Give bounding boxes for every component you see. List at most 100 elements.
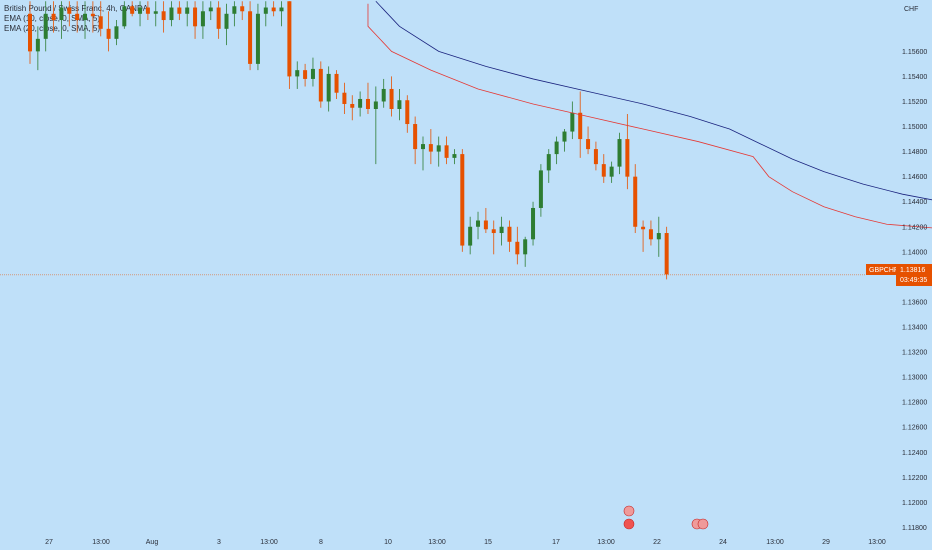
candle [586, 126, 591, 155]
candle [664, 226, 669, 280]
candle [570, 101, 575, 140]
candle-body [373, 101, 378, 109]
candle [255, 3, 260, 71]
price-tick-label: 1.12000 [902, 500, 927, 507]
candle-body [656, 233, 661, 240]
candle-body [538, 170, 543, 208]
candle-body [358, 98, 363, 108]
candle-body [350, 103, 355, 108]
price-tag-text: 1.13816 [900, 267, 925, 274]
candle-body [365, 98, 370, 109]
time-tick-label: 8 [319, 539, 323, 546]
candle-body [153, 11, 158, 14]
candle [562, 129, 567, 152]
candle-body [523, 239, 528, 255]
candle [106, 11, 111, 52]
price-tick-label: 1.12400 [902, 450, 927, 457]
candle [656, 216, 661, 257]
time-tick-label: Aug [146, 539, 159, 546]
price-tick-label: 1.15000 [902, 124, 927, 131]
candle [169, 1, 174, 27]
event-marker-icon[interactable] [623, 505, 635, 517]
time-tick-label: 13:00 [428, 539, 446, 546]
candle [177, 1, 182, 21]
candle-body [664, 233, 669, 275]
candle-body [90, 13, 95, 17]
candle [531, 201, 536, 246]
candle [130, 1, 135, 17]
candle [138, 1, 143, 27]
candle-body [208, 7, 213, 12]
candle-body [122, 6, 127, 27]
candle-body [342, 92, 347, 104]
candle [326, 66, 331, 112]
time-axis: 27 13:00 Aug 3 13:00 8 10 13:00 15 17 13:00 22 24 13:… [45, 539, 886, 546]
candle [208, 1, 213, 21]
candle-body [240, 6, 245, 12]
candle [279, 1, 284, 27]
current-price-tag[interactable]: GBPCHF 1.13816 03:49:35 [866, 264, 932, 286]
candle-body [35, 38, 40, 52]
time-tick-label: 22 [653, 539, 661, 546]
candle-body [334, 73, 339, 93]
price-tick-label: 1.15400 [902, 74, 927, 81]
time-tick-label: 29 [822, 539, 830, 546]
candle [515, 226, 520, 265]
candle [232, 1, 237, 27]
candle-body [224, 13, 229, 29]
candle-body [546, 154, 551, 171]
candle-body [570, 112, 575, 132]
price-tick-label: 1.12200 [902, 475, 927, 482]
legend-ema-slow: EMA (20, close, 0, SMA, 5) [4, 24, 101, 33]
candle-body [648, 229, 653, 240]
candle [444, 136, 449, 165]
candle-body [460, 154, 465, 246]
legend-symbol: British Pound / Swiss Franc, 4h, OANDA [4, 4, 149, 13]
candle-body [593, 149, 598, 165]
candle-body [476, 220, 481, 227]
event-markers[interactable] [623, 505, 709, 530]
candle [593, 141, 598, 171]
candle-body [452, 154, 457, 158]
candle-body [617, 139, 622, 167]
candle [483, 207, 488, 234]
candle-body [185, 7, 190, 14]
candle-body [413, 124, 418, 150]
price-tick-label: 1.11800 [902, 525, 927, 532]
candle-body [83, 13, 88, 21]
candle [153, 1, 158, 27]
candle [373, 86, 378, 165]
candle [303, 63, 308, 87]
candle-body [232, 6, 237, 14]
candle [421, 136, 425, 171]
candle-body [263, 7, 268, 14]
candle [43, 1, 48, 52]
candle [240, 1, 245, 21]
candle [625, 114, 630, 190]
currency-label: CHF [904, 6, 918, 13]
candle-body [169, 7, 174, 21]
candle [538, 164, 543, 217]
price-tick-label: 1.13400 [902, 324, 927, 331]
candle-body [28, 13, 32, 52]
price-tick-label: 1.12800 [902, 400, 927, 407]
candle-body [98, 16, 103, 29]
candle-body [444, 145, 449, 158]
candle [98, 1, 103, 37]
candle [216, 1, 221, 39]
candle [161, 1, 166, 33]
candle [389, 76, 394, 117]
candle [452, 149, 457, 165]
candle [436, 136, 441, 167]
time-tick-label: 10 [384, 539, 392, 546]
candle-body [428, 144, 433, 152]
candle [633, 164, 638, 234]
time-tick-label: 15 [484, 539, 492, 546]
candle-body [483, 220, 488, 230]
event-marker-icon[interactable] [623, 518, 635, 530]
candles-layer [28, 1, 669, 280]
event-marker-icon[interactable] [697, 518, 709, 530]
price-tick-label: 1.15200 [902, 99, 927, 106]
candle-body [554, 141, 559, 155]
